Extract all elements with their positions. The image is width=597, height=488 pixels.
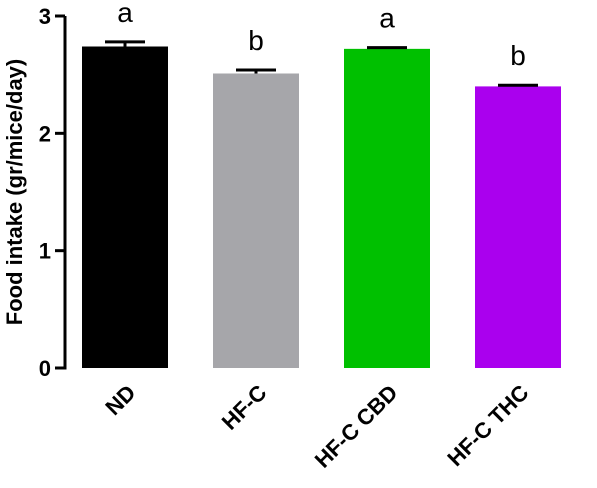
bar-hf-c-thc [475, 86, 561, 369]
significance-letter: a [379, 3, 395, 34]
x-category-label: HF-C CBD [310, 380, 403, 473]
significance-letter: b [248, 25, 264, 56]
y-tick-label: 0 [39, 356, 51, 381]
y-axis: 0 1 2 3 [39, 4, 67, 381]
y-axis-title: Food intake (gr/mice/day) [2, 59, 27, 326]
bar-nd [82, 46, 168, 369]
significance-letters: a b a b [117, 0, 526, 71]
x-axis-labels: ND HF-C HF-C CBD HF-C THC [100, 380, 533, 473]
x-category-label: ND [100, 380, 140, 420]
x-category-label: HF-C [217, 380, 272, 435]
significance-letter: b [510, 40, 526, 71]
bar-hf-c [213, 73, 299, 368]
x-category-label: HF-C THC [442, 380, 533, 471]
y-tick-label: 3 [39, 4, 51, 29]
bar-hf-c-cbd [344, 48, 430, 368]
bars [82, 46, 561, 369]
y-tick-label: 1 [39, 239, 51, 264]
y-tick-label: 2 [39, 121, 51, 146]
error-bars [105, 40, 538, 87]
significance-letter: a [117, 0, 133, 28]
